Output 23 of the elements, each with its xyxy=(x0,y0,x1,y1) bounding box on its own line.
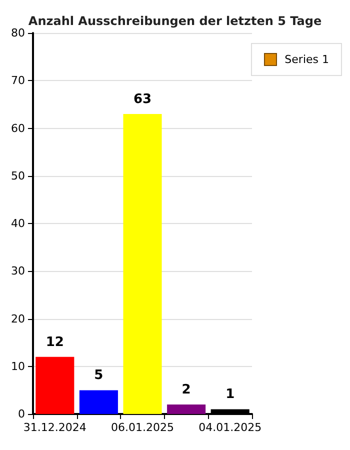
bar xyxy=(79,390,118,414)
y-tick-label: 50 xyxy=(11,169,25,182)
text: Series 1 xyxy=(284,53,329,66)
x-tick-label: 06.01.2025 xyxy=(111,421,174,434)
bar xyxy=(36,356,74,414)
data-label: 2 xyxy=(182,382,191,398)
bar xyxy=(123,114,162,414)
data-label: 12 xyxy=(46,334,64,350)
data-label: 1 xyxy=(226,387,235,402)
y-tick-label: 40 xyxy=(11,217,25,230)
chart-title: Anzahl Ausschreibungen der letzten 5 Tage xyxy=(28,14,322,28)
data-label: 5 xyxy=(94,368,104,384)
x-tick-label: 04.01.2025 xyxy=(198,421,262,434)
data-label: 63 xyxy=(133,92,152,107)
y-tick-label: 10 xyxy=(11,360,25,373)
y-tick-label: 70 xyxy=(11,74,25,88)
bar xyxy=(167,404,206,414)
y-tick-label: 60 xyxy=(11,122,25,135)
y-tick-label: 30 xyxy=(11,264,25,278)
y-tick-label: 80 xyxy=(11,26,25,40)
y-tick-label: 0 xyxy=(18,408,25,420)
y-tick-label: 20 xyxy=(11,312,25,326)
x-tick-label: 31.12.2024 xyxy=(23,421,86,434)
